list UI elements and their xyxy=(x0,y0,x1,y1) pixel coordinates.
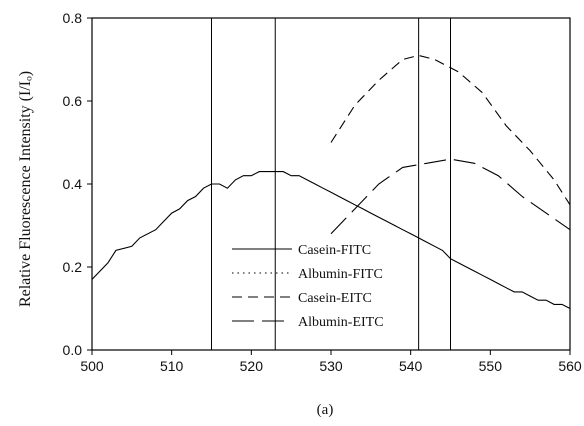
series-layer xyxy=(91,54,571,309)
series-line-casein-fitc xyxy=(91,171,571,309)
figure-caption: (a) xyxy=(317,402,334,418)
y-tick-label: 0.8 xyxy=(63,10,83,26)
legend-label-casein-eitc: Casein-EITC xyxy=(298,291,372,306)
y-tick-label: 0.4 xyxy=(63,176,83,192)
legend-label-albumin-eitc: Albumin-EITC xyxy=(298,315,384,330)
legend: Casein-FITC Albumin-FITC Casein-EITC Albumi… xyxy=(232,243,384,330)
x-tick-label: 550 xyxy=(479,358,503,374)
x-tick-label: 540 xyxy=(399,358,423,374)
x-tick-label: 560 xyxy=(558,358,582,374)
y-tick-label: 0.2 xyxy=(63,259,83,275)
y-axis-title: Relative Fluorescence Intensity (I/Iₒ) xyxy=(17,71,34,307)
x-tick-label: 520 xyxy=(240,358,264,374)
y-tick-label: 0.0 xyxy=(63,342,83,358)
x-tick-label: 510 xyxy=(160,358,184,374)
series-line-casein-eitc xyxy=(330,54,571,206)
x-tick-label: 530 xyxy=(319,358,343,374)
legend-label-casein-fitc: Casein-FITC xyxy=(298,243,371,258)
x-tick-label: 500 xyxy=(80,358,104,374)
legend-label-albumin-fitc: Albumin-FITC xyxy=(298,267,383,282)
axis-ticks: 500 510 520 530 540 550 560 0.0 0.2 0.4 0.6 0.8 xyxy=(63,10,582,374)
y-tick-label: 0.6 xyxy=(63,93,83,109)
